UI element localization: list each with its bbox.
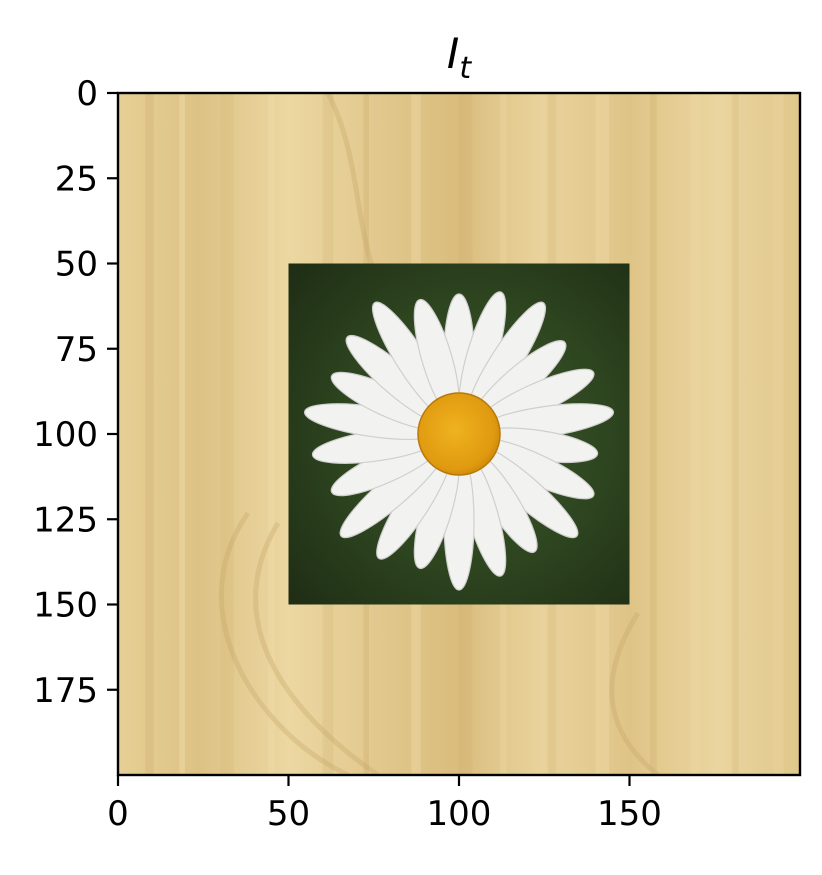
y-tick-label: 100	[33, 415, 98, 455]
daisy-center	[417, 392, 501, 476]
title-main: I	[447, 29, 459, 78]
x-tick-label: 50	[267, 794, 310, 834]
image-area	[118, 93, 800, 775]
x-axis: 0 50 100 150	[107, 775, 662, 834]
wood-streak	[772, 93, 784, 775]
chart-title: It	[447, 29, 472, 86]
y-tick-label: 25	[55, 159, 98, 199]
wood-knot	[609, 611, 660, 775]
wood-streak	[731, 93, 739, 775]
wood-streak	[268, 93, 275, 775]
y-tick-label: 0	[76, 74, 98, 114]
y-tick-label: 125	[33, 500, 98, 540]
wood-knot	[253, 521, 380, 775]
wood-streak	[220, 93, 234, 775]
y-tick-label: 175	[33, 671, 98, 711]
y-axis: 0 25 50 75 100 125 150 175	[33, 74, 118, 711]
y-tick-label: 150	[33, 586, 98, 626]
wood-knot	[218, 511, 350, 775]
x-tick-label: 0	[107, 794, 129, 834]
y-tick-label: 50	[55, 245, 98, 285]
wood-streak	[145, 93, 154, 775]
wood-streak	[179, 93, 185, 775]
x-tick-label: 150	[597, 794, 662, 834]
y-tick-label: 75	[55, 330, 98, 370]
x-tick-label: 100	[427, 794, 492, 834]
wood-streak	[649, 93, 657, 775]
wood-streak	[690, 93, 701, 775]
daisy-flower	[303, 291, 615, 591]
title-subscript: t	[459, 51, 472, 86]
